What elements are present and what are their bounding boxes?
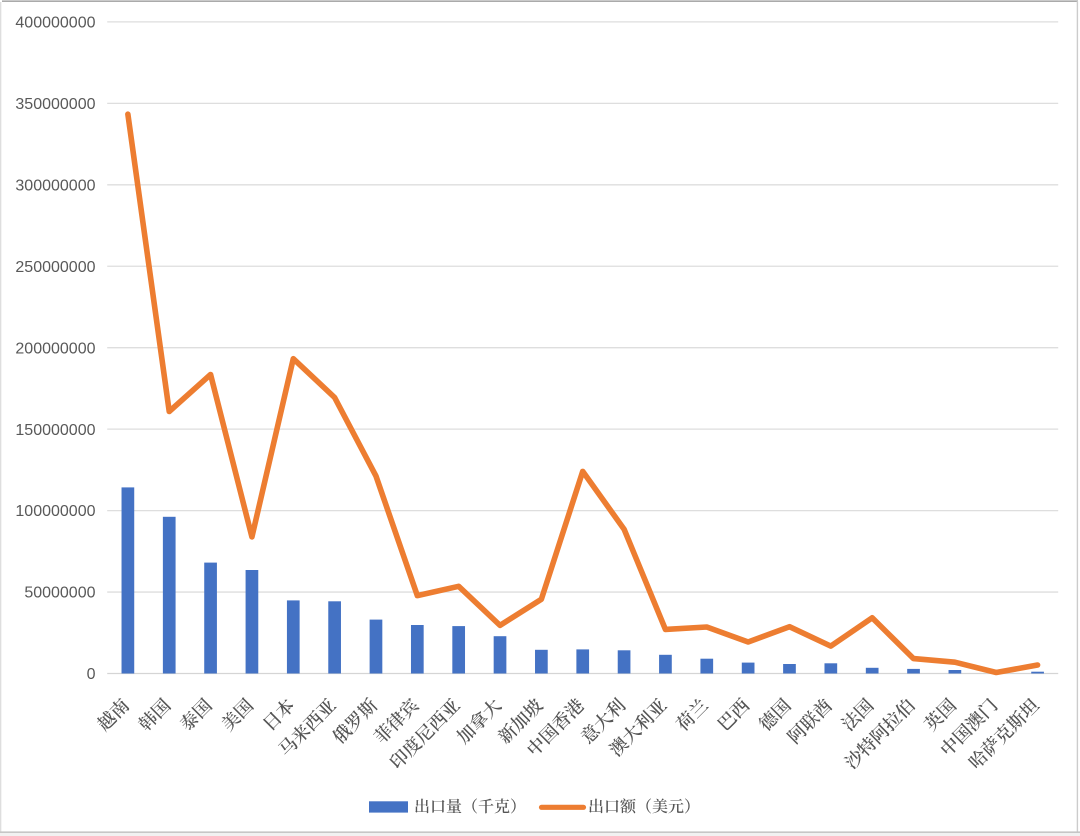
svg-text:400000000: 400000000 <box>15 15 95 32</box>
svg-text:300000000: 300000000 <box>15 177 95 194</box>
svg-text:100000000: 100000000 <box>15 503 95 520</box>
svg-text:200000000: 200000000 <box>15 340 95 357</box>
svg-text:250000000: 250000000 <box>15 259 95 276</box>
svg-text:150000000: 150000000 <box>15 422 95 439</box>
svg-text:50000000: 50000000 <box>24 585 95 602</box>
svg-text:350000000: 350000000 <box>15 96 95 113</box>
svg-text:0: 0 <box>87 666 96 683</box>
